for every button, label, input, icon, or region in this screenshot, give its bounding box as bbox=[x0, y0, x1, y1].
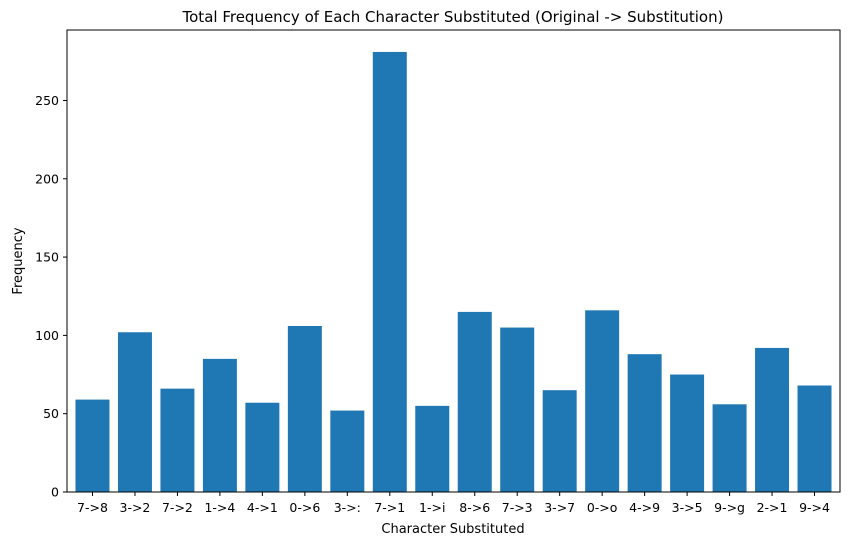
bar-5 bbox=[287, 325, 322, 492]
bar-17 bbox=[797, 385, 832, 492]
bar-4 bbox=[245, 402, 280, 492]
bar-0 bbox=[75, 399, 110, 492]
bar-2 bbox=[160, 388, 195, 492]
x-axis-label: Character Substituted bbox=[381, 522, 524, 537]
bar-16 bbox=[755, 347, 790, 492]
bars-group bbox=[75, 51, 832, 493]
x-tick-label: 7->1 bbox=[374, 500, 405, 515]
x-tick-label: 3->2 bbox=[120, 500, 151, 515]
bar-7 bbox=[372, 51, 407, 493]
bar-3 bbox=[202, 358, 237, 492]
x-tick-label: 7->2 bbox=[162, 500, 193, 515]
plot-frame bbox=[66, 29, 841, 493]
x-tick-label: 2->1 bbox=[757, 500, 788, 515]
y-axis-ticks: 0 50 100 150 200 250 bbox=[35, 93, 67, 500]
x-tick-label: 9->4 bbox=[799, 500, 830, 515]
y-tick-label: 0 bbox=[51, 485, 59, 500]
x-tick-label: 0->o bbox=[587, 500, 618, 515]
bar-8 bbox=[415, 405, 450, 492]
y-tick-label: 100 bbox=[35, 328, 59, 343]
plot-area: 7->8 3->2 7->2 1->4 4->1 0->6 3->: 7->1 1->i 8->6… bbox=[35, 29, 841, 515]
y-axis-label: Frequency bbox=[11, 227, 26, 294]
x-tick-label: 9->g bbox=[714, 500, 745, 515]
y-tick-label: 50 bbox=[43, 406, 59, 421]
x-tick-label: 7->8 bbox=[77, 500, 108, 515]
bar-9 bbox=[457, 311, 492, 492]
x-tick-label: 0->6 bbox=[289, 500, 320, 515]
bar-13 bbox=[627, 354, 662, 492]
x-tick-label: 3->: bbox=[334, 500, 361, 515]
bar-12 bbox=[585, 310, 620, 492]
bar-1 bbox=[117, 332, 152, 492]
x-tick-label: 7->3 bbox=[502, 500, 533, 515]
y-tick-label: 250 bbox=[35, 93, 59, 108]
bar-10 bbox=[500, 327, 535, 492]
x-tick-label: 3->7 bbox=[544, 500, 575, 515]
bar-14 bbox=[670, 374, 705, 492]
bar-6 bbox=[330, 410, 365, 492]
x-tick-label: 3->5 bbox=[672, 500, 703, 515]
y-tick-label: 150 bbox=[35, 250, 59, 265]
y-tick-label: 200 bbox=[35, 171, 59, 186]
x-tick-label: 4->9 bbox=[629, 500, 660, 515]
chart-title: Total Frequency of Each Character Substi… bbox=[182, 8, 724, 26]
x-tick-label: 4->1 bbox=[247, 500, 278, 515]
bar-15 bbox=[712, 404, 747, 492]
x-tick-label: 8->6 bbox=[459, 500, 490, 515]
x-tick-label: 1->i bbox=[419, 500, 445, 515]
x-axis-ticks: 7->8 3->2 7->2 1->4 4->1 0->6 3->: 7->1 1->i 8->6… bbox=[77, 492, 830, 515]
x-tick-label: 1->4 bbox=[204, 500, 235, 515]
bar-11 bbox=[542, 390, 577, 492]
